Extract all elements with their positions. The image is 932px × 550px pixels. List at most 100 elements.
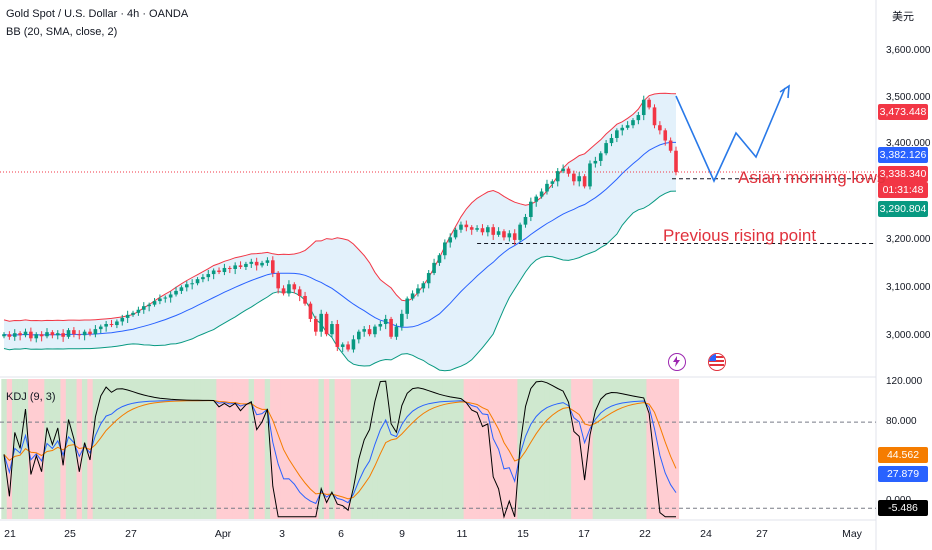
kdj-zone (447, 379, 454, 519)
kdj-zone (318, 379, 325, 519)
kdj-d-line (3, 400, 677, 500)
bb-basis-line (3, 141, 676, 337)
kdj-zone (635, 379, 642, 519)
candle-body (469, 227, 474, 230)
price-tick: 3,100.000 (886, 282, 931, 293)
candle-body (201, 277, 205, 280)
kdj-zone (210, 379, 217, 519)
kdj-zone (286, 379, 293, 519)
kdj-zone (646, 379, 653, 519)
kdj-zone (442, 379, 448, 519)
candle-body (281, 288, 286, 294)
kdj-zone (350, 379, 357, 519)
candle-body (55, 333, 60, 336)
candle-body (545, 183, 549, 192)
kdj-zone (124, 379, 131, 519)
kdj-zone (92, 379, 99, 519)
kdj-zone (167, 379, 174, 519)
time-tick: Apr (214, 528, 232, 540)
candle-body (480, 228, 485, 233)
time-tick: 27 (756, 528, 768, 540)
kdj-zone (555, 379, 561, 519)
candle-body (29, 331, 33, 339)
kdj-zone (329, 379, 336, 519)
kdj-zone (76, 379, 83, 519)
candle-body (378, 324, 383, 327)
candle-body (357, 331, 361, 340)
kdj-zone (608, 379, 615, 519)
candle-body (179, 287, 184, 291)
candle-body (367, 329, 372, 335)
kdj-zone (81, 379, 88, 519)
kdj-j-label: -5.486 (878, 500, 928, 516)
lightning-event-icon[interactable] (668, 353, 686, 371)
candle-body (674, 150, 678, 173)
candle-body (12, 333, 17, 337)
candle-body (615, 130, 619, 138)
time-tick: 9 (399, 528, 405, 540)
kdj-zone (227, 379, 233, 519)
candle-body (276, 273, 280, 289)
candle-body (168, 294, 173, 298)
candle-body (351, 339, 356, 350)
kdj-zone (264, 379, 271, 519)
annotation-asian-morning-lows: Asian morning lows (738, 168, 886, 187)
kdj-zone (157, 379, 163, 519)
candle-body (502, 231, 506, 238)
candle-body (190, 283, 194, 285)
candle-body (604, 143, 608, 154)
kdj-zone (662, 379, 669, 519)
kdj-zone (151, 379, 158, 519)
candle-body (491, 227, 496, 235)
candle-body (23, 331, 28, 336)
candle-body (426, 273, 431, 284)
kdj-zone (55, 379, 61, 519)
kdj-zone (291, 379, 298, 519)
candle-body (104, 324, 108, 327)
candle-body (98, 326, 103, 330)
candle-body (529, 201, 533, 217)
kdj-zone (657, 379, 663, 519)
symbol-title: Gold Spot / U.S. Dollar · 4h · OANDA (6, 8, 189, 20)
kdj-zone (270, 379, 276, 519)
kdj-zone (184, 379, 190, 519)
candle-body (453, 229, 458, 238)
candle-body (631, 120, 635, 126)
kdj-zone (614, 379, 620, 519)
kdj-tick: 80.000 (886, 416, 917, 427)
candle-body (125, 314, 130, 318)
kdj-zone (469, 379, 475, 519)
candle-body (217, 270, 221, 273)
candle-body (636, 115, 641, 121)
kdj-zone (98, 379, 104, 519)
candle-body (335, 324, 340, 347)
candle-body (131, 312, 135, 315)
currency-label[interactable]: 美元 (892, 11, 914, 23)
candle-body (539, 191, 544, 197)
kdj-zone (426, 379, 432, 519)
us-flag-event-icon[interactable] (708, 353, 726, 371)
kdj-zone (587, 379, 594, 519)
kdj-zone (296, 379, 303, 519)
kdj-zone (549, 379, 556, 519)
kdj-zone (71, 379, 77, 519)
candle-body (577, 176, 582, 182)
candle-body (249, 261, 254, 264)
kdj-zone (141, 379, 147, 519)
kdj-zone (571, 379, 577, 519)
candle-body (158, 298, 162, 302)
time-tick: 11 (456, 528, 468, 540)
candle-body (496, 231, 501, 235)
candle-body (394, 326, 399, 337)
price-tick: 3,500.000 (886, 92, 931, 103)
kdj-zone (194, 379, 201, 519)
candle-body (410, 293, 415, 299)
candle-body (39, 334, 44, 337)
candle-body (561, 168, 565, 172)
kdj-zone (232, 379, 239, 519)
kdj-zone (162, 379, 169, 519)
kdj-zone (458, 379, 465, 519)
candle-body (582, 176, 587, 187)
kdj-zone (340, 379, 346, 519)
